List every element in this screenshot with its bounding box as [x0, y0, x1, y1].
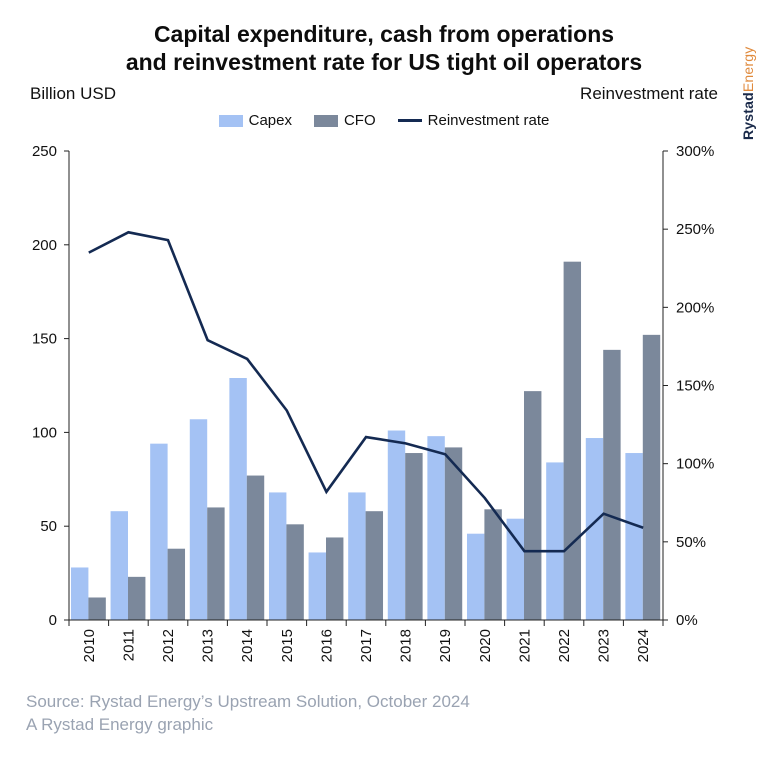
- x-tick-label-2010: 2010: [81, 629, 98, 662]
- legend-item-capex: Capex: [218, 112, 292, 129]
- y-tick-label: 100: [32, 424, 57, 441]
- bar-cfo-2018: [405, 453, 423, 620]
- y-tick-label: 0: [49, 612, 57, 629]
- x-tick-label-2015: 2015: [279, 629, 296, 662]
- bar-cfo-2019: [444, 447, 463, 620]
- bar-cfo-2014: [246, 475, 265, 620]
- x-tick-label-2011: 2011: [120, 629, 137, 661]
- bar-cfo-2017: [365, 511, 384, 620]
- y-tick-label: 50: [40, 518, 57, 535]
- bar-cfo-2021: [524, 391, 542, 620]
- x-tick-label-2016: 2016: [318, 629, 335, 662]
- bar-capex-2021: [506, 518, 524, 620]
- chart-title: Capital expenditure, cash from operation…: [0, 20, 768, 76]
- legend: Capex CFO Reinvestment rate: [0, 112, 768, 129]
- bar-capex-2019: [427, 436, 445, 620]
- x-tick-label-2020: 2020: [477, 629, 494, 662]
- chart-title-line2: and reinvestment rate for US tight oil o…: [125, 49, 643, 75]
- legend-label-capex: Capex: [248, 112, 292, 129]
- x-tick-label-2017: 2017: [358, 629, 375, 662]
- x-tick-label-2014: 2014: [239, 629, 256, 662]
- y2-axis-title: Reinvestment rate: [580, 84, 718, 103]
- bar-cfo-2015: [286, 524, 304, 620]
- line-reinvestment-rate: [88, 230, 644, 553]
- bar-cfo-2010: [88, 597, 106, 620]
- y-tick-label: 200: [32, 237, 57, 254]
- y2-tick-label: 250%: [676, 221, 714, 238]
- bar-capex-2024: [625, 453, 643, 620]
- y-axis-title: Billion USD: [30, 84, 116, 103]
- x-tick-label-2023: 2023: [596, 629, 613, 662]
- bar-cfo-2020: [484, 509, 502, 620]
- y-tick-label: 250: [32, 143, 57, 160]
- bar-cfo-2024: [642, 334, 661, 620]
- bar-cfo-2022: [563, 261, 582, 620]
- bar-capex-2022: [546, 462, 564, 620]
- source-note: Source: Rystad Energy’s Upstream Solutio…: [26, 692, 470, 711]
- bar-capex-2016: [308, 552, 326, 620]
- x-tick-label-2019: 2019: [437, 629, 454, 662]
- bar-capex-2018: [387, 430, 406, 620]
- y2-tick-label: 100%: [676, 456, 714, 473]
- legend-swatch-reinvestment-rate: [397, 119, 422, 122]
- y2-tick-label: 200%: [676, 299, 714, 316]
- bar-capex-2020: [466, 533, 485, 620]
- x-tick-label-2022: 2022: [556, 629, 573, 662]
- legend-item-reinvestment-rate: Reinvestment rate: [397, 112, 550, 129]
- bar-cfo-2011: [128, 576, 146, 620]
- bar-cfo-2023: [603, 349, 621, 620]
- legend-swatch-cfo: [313, 114, 338, 127]
- y2-tick-label: 50%: [676, 534, 706, 551]
- legend-label-cfo: CFO: [343, 112, 376, 129]
- legend-swatch-capex: [218, 114, 243, 127]
- footer: Source: Rystad Energy’s Upstream Solutio…: [26, 690, 470, 736]
- y2-tick-label: 300%: [676, 143, 714, 160]
- y-tick-label: 150: [32, 331, 57, 348]
- bar-capex-2013: [189, 419, 208, 620]
- bar-cfo-2016: [326, 537, 344, 620]
- bar-capex-2023: [585, 438, 604, 620]
- bar-cfo-2012: [167, 548, 186, 620]
- legend-item-cfo: CFO: [313, 112, 376, 129]
- bar-capex-2015: [268, 492, 287, 620]
- bar-capex-2017: [348, 492, 366, 620]
- legend-label-reinvestment-rate: Reinvestment rate: [427, 112, 550, 129]
- x-tick-label-2013: 2013: [200, 629, 217, 662]
- y2-tick-label: 0%: [676, 612, 698, 629]
- x-tick-label-2018: 2018: [398, 629, 415, 662]
- bar-capex-2012: [150, 443, 168, 620]
- chart-title-line1: Capital expenditure, cash from operation…: [153, 21, 615, 47]
- x-tick-label-2012: 2012: [160, 629, 177, 662]
- y2-tick-label: 150%: [676, 378, 714, 395]
- bar-cfo-2013: [207, 507, 225, 620]
- x-tick-label-2024: 2024: [635, 629, 652, 662]
- x-tick-label-2021: 2021: [516, 629, 533, 662]
- credit-note: A Rystad Energy graphic: [26, 715, 214, 734]
- bar-capex-2010: [70, 567, 89, 620]
- bar-capex-2011: [110, 511, 128, 620]
- bar-capex-2014: [229, 378, 247, 620]
